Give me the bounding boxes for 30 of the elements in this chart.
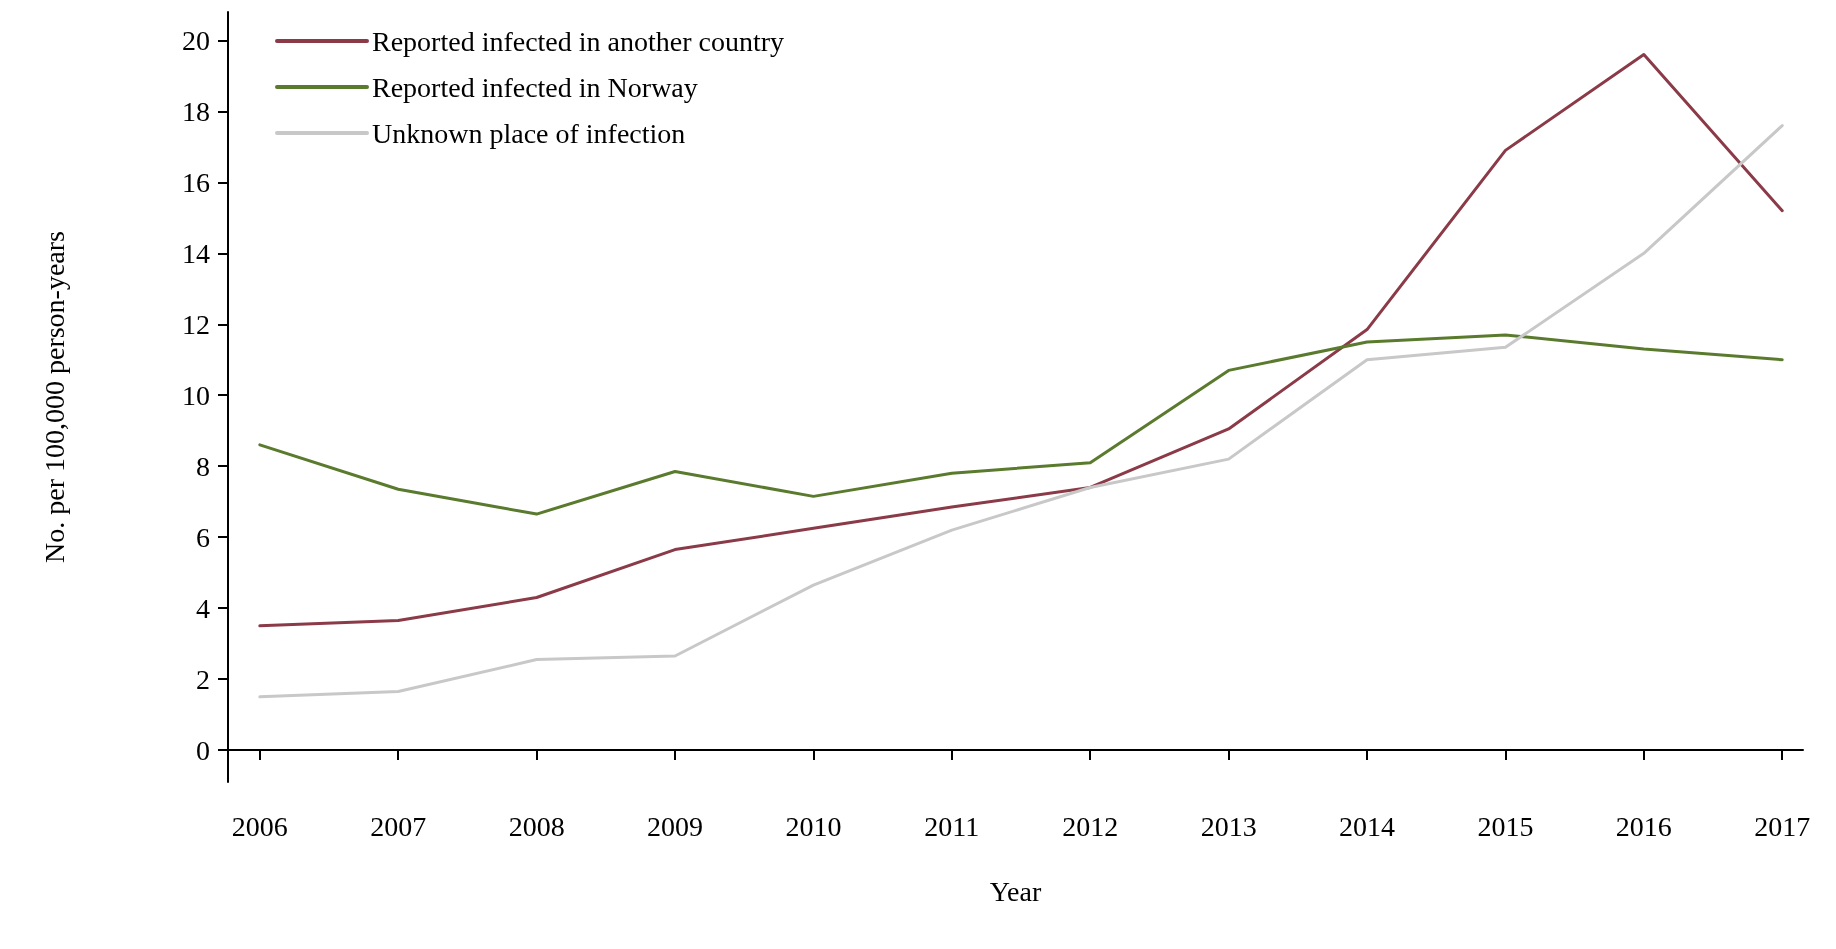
y-tick-label: 2 xyxy=(196,663,210,695)
line-series xyxy=(258,333,1784,516)
x-tick-label: 2012 xyxy=(1062,810,1119,842)
y-tick-label: 10 xyxy=(182,379,210,411)
legend-label: Reported infected in another country xyxy=(372,25,785,57)
y-tick-label: 20 xyxy=(182,24,210,56)
y-axis-title: No. per 100,000 person-years xyxy=(38,230,70,564)
x-tick-label: 2006 xyxy=(231,810,288,842)
legend-label: Unknown place of infection xyxy=(372,117,686,149)
x-tick-label: 2015 xyxy=(1477,810,1534,842)
y-tick-label: 18 xyxy=(182,95,210,127)
legend-label: Reported infected in Norway xyxy=(372,71,698,103)
x-tick-label: 2008 xyxy=(508,810,565,842)
y-tick-label: 12 xyxy=(182,308,210,340)
x-tick-label: 2009 xyxy=(647,810,704,842)
x-tick-label: 2010 xyxy=(785,810,842,842)
y-tick-label: 4 xyxy=(196,592,210,624)
x-tick-label: 2016 xyxy=(1615,810,1672,842)
x-tick-label: 2017 xyxy=(1754,810,1811,842)
x-tick-label: 2011 xyxy=(924,810,980,842)
x-axis-title: Year xyxy=(989,875,1042,907)
y-tick-label: 8 xyxy=(196,450,210,482)
x-tick-label: 2007 xyxy=(370,810,427,842)
x-tick-label: 2013 xyxy=(1200,810,1257,842)
y-tick-label: 0 xyxy=(196,734,210,766)
y-tick-label: 6 xyxy=(196,521,210,553)
y-tick-label: 14 xyxy=(182,237,210,269)
line-series xyxy=(258,124,1784,699)
x-tick-label: 2014 xyxy=(1339,810,1396,842)
y-tick-label: 16 xyxy=(182,166,210,198)
